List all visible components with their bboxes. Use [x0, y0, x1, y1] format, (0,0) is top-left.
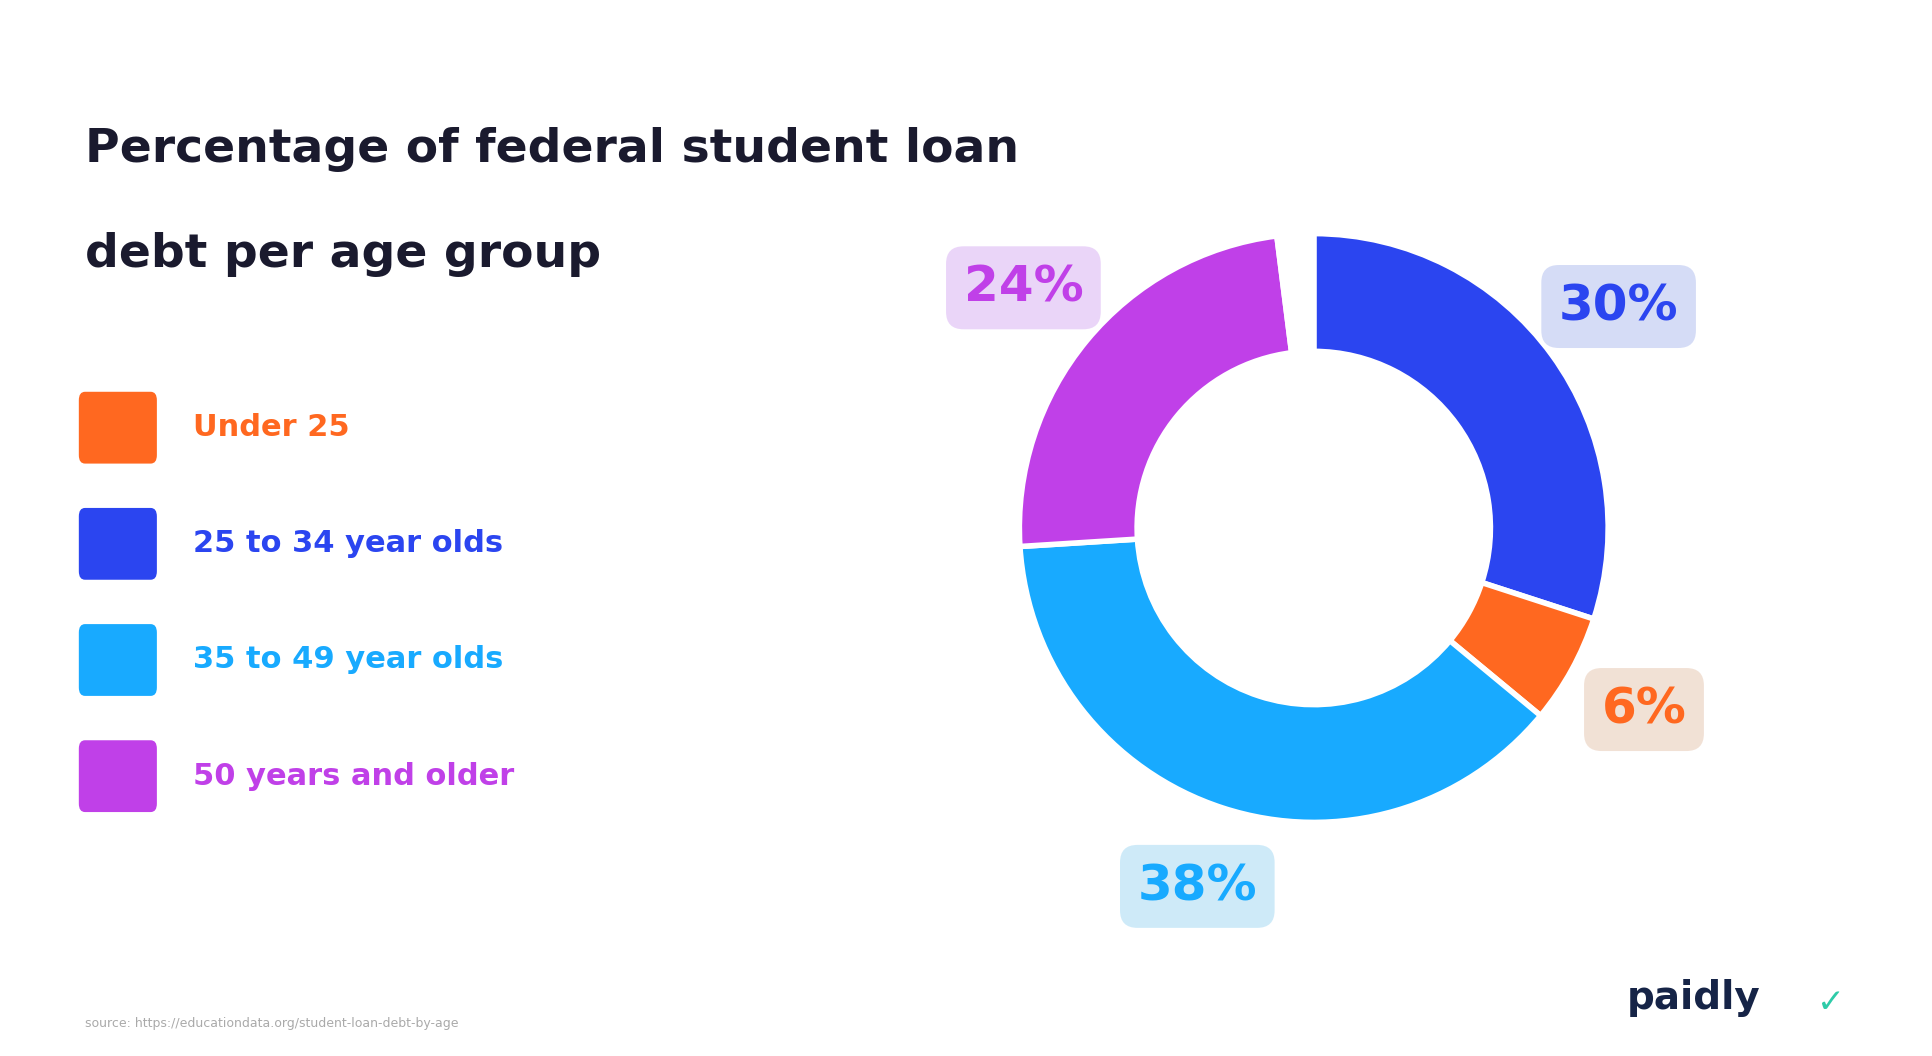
- Text: 35 to 49 year olds: 35 to 49 year olds: [193, 645, 504, 675]
- Text: 50 years and older: 50 years and older: [193, 761, 514, 791]
- Text: 25 to 34 year olds: 25 to 34 year olds: [193, 529, 504, 559]
- Text: debt per age group: debt per age group: [85, 232, 601, 278]
- Text: 30%: 30%: [1559, 283, 1679, 331]
- Text: Percentage of federal student loan: Percentage of federal student loan: [85, 127, 1020, 172]
- Text: 6%: 6%: [1602, 685, 1687, 734]
- FancyBboxPatch shape: [79, 508, 156, 580]
- Text: Under 25: Under 25: [193, 413, 350, 442]
- Text: ✓: ✓: [1816, 986, 1845, 1019]
- FancyBboxPatch shape: [79, 740, 156, 812]
- FancyBboxPatch shape: [79, 624, 156, 696]
- Text: source: https://educationdata.org/student-loan-debt-by-age: source: https://educationdata.org/studen…: [85, 1017, 458, 1030]
- Wedge shape: [1020, 235, 1293, 547]
- Text: 24%: 24%: [964, 264, 1084, 312]
- FancyBboxPatch shape: [79, 392, 156, 464]
- Wedge shape: [1449, 583, 1594, 716]
- Wedge shape: [1277, 233, 1314, 353]
- Text: 38%: 38%: [1138, 863, 1258, 910]
- Wedge shape: [1020, 540, 1540, 823]
- Wedge shape: [1314, 233, 1607, 619]
- Text: paidly: paidly: [1627, 979, 1760, 1017]
